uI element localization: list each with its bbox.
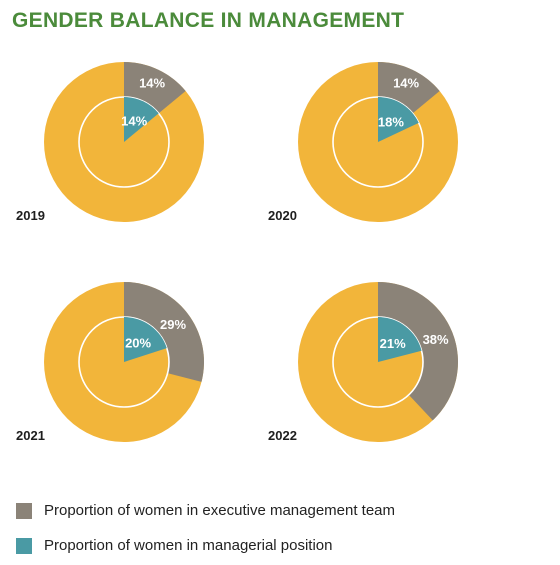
executive-value-label-2021: 29% <box>160 317 186 332</box>
year-label-2020: 2020 <box>268 208 297 223</box>
chart-title: GENDER BALANCE IN MANAGEMENT <box>12 9 405 32</box>
legend-label-managerial: Proportion of women in managerial positi… <box>44 537 333 554</box>
year-label-2021: 2021 <box>16 428 45 443</box>
executive-value-label-2022: 38% <box>423 332 449 347</box>
managerial-value-label-2022: 21% <box>380 336 406 351</box>
legend-swatch-executive <box>16 502 32 519</box>
managerial-slice-2022 <box>378 317 422 362</box>
executive-value-label-2019: 14% <box>139 75 165 90</box>
legend-label-executive: Proportion of women in executive managem… <box>44 502 396 519</box>
year-label-2019: 2019 <box>16 208 45 223</box>
legend-swatch-managerial <box>16 537 32 554</box>
managerial-slice-2020 <box>378 97 419 142</box>
executive-value-label-2020: 14% <box>393 75 419 90</box>
legend-item-managerial: Proportion of women in managerial positi… <box>16 537 333 554</box>
year-label-2022: 2022 <box>268 428 297 443</box>
legend-item-executive: Proportion of women in executive managem… <box>16 502 395 519</box>
managerial-value-label-2020: 18% <box>378 115 404 130</box>
managerial-slice-2019 <box>124 97 159 142</box>
managerial-slice-2021 <box>124 317 167 362</box>
managerial-value-label-2021: 20% <box>125 336 151 351</box>
managerial-value-label-2019: 14% <box>121 113 147 128</box>
